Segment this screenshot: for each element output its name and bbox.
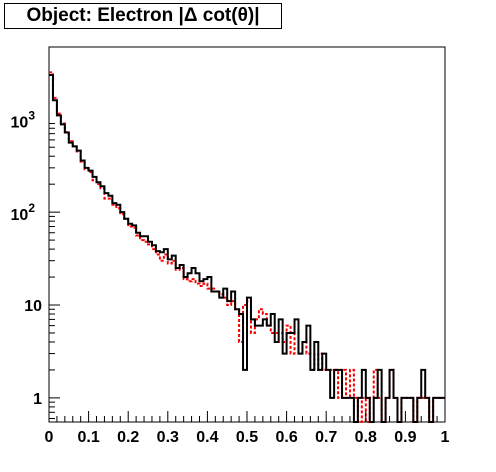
x-tick-label: 0.1 xyxy=(77,429,99,446)
chart-title-text: Object: Electron |Δ cot(θ)| xyxy=(26,5,260,26)
series-line-black-solid xyxy=(49,73,445,423)
x-tick-label: 0.7 xyxy=(315,429,337,446)
x-tick-label: 0.5 xyxy=(236,429,258,446)
x-tick-label: 0.3 xyxy=(157,429,179,446)
y-tick-label: 103 xyxy=(11,108,36,131)
axis-layer: 0 0.1 0.2 0.3 0.4 0.5 0.6 0.7 0.8 0.9 1 1 10 102 103 xyxy=(11,108,450,446)
y-tick-label: 102 xyxy=(11,201,36,224)
x-tick-label: 0.6 xyxy=(275,429,297,446)
y-tick-label: 10 xyxy=(24,298,42,315)
x-tick-label: 0.2 xyxy=(117,429,139,446)
series-layer xyxy=(49,71,445,423)
chart-title: Object: Electron |Δ cot(θ)| xyxy=(4,3,282,29)
x-tick-label: 0.8 xyxy=(355,429,377,446)
x-tick-label: 0.9 xyxy=(394,429,416,446)
y-tick-label: 1 xyxy=(33,391,42,408)
x-tick-label: 1 xyxy=(441,429,450,446)
x-tick-label: 0.4 xyxy=(196,429,218,446)
x-tick-label: 0 xyxy=(45,429,54,446)
